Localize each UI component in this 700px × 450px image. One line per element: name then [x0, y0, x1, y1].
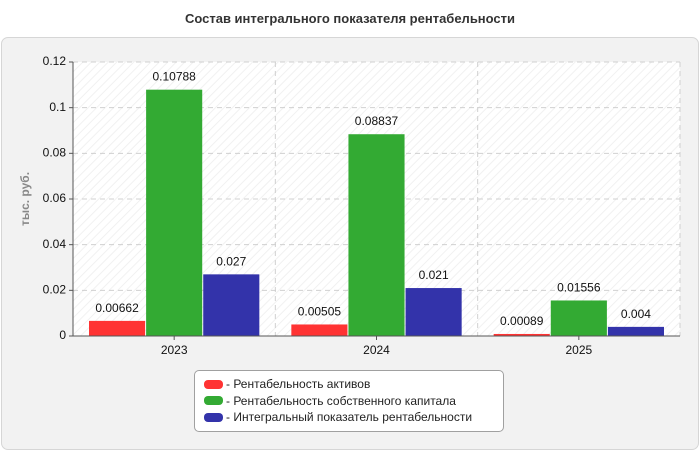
bar — [89, 320, 146, 336]
chart-title: Состав интегрального показателя рентабел… — [184, 11, 516, 26]
y-tick-label: 0.08 — [43, 146, 67, 160]
bar — [348, 134, 405, 336]
data-label: 0.00089 — [500, 314, 544, 328]
legend-label: - Интегральный показатель рентабельности — [226, 410, 473, 425]
y-tick-label: 0 — [59, 328, 66, 342]
data-labels: 0.00662 0.10788 0.027 0.00505 0.08837 0.021 0.… — [95, 70, 651, 328]
legend-item: - Рентабельность активов — [204, 376, 503, 393]
legend-label: - Рентабельность активов — [226, 377, 371, 392]
axes: 0 0.02 0.04 0.06 0.08 0.1 0.12 2023 2024 2025 — [43, 54, 680, 357]
bar — [493, 333, 550, 336]
legend: - Рентабельность активов - Рентабельность… — [194, 370, 504, 432]
legend-swatch — [204, 379, 223, 389]
y-tick-label: 0.04 — [43, 237, 67, 251]
legend-swatch — [204, 412, 223, 422]
y-tick-label: 0.1 — [49, 100, 66, 114]
bar — [203, 274, 260, 336]
data-label: 0.08837 — [355, 114, 399, 128]
y-tick-label: 0.12 — [43, 54, 67, 68]
legend-item: - Интегральный показатель рентабельности — [204, 409, 503, 426]
legend-label: - Рентабельность собственного капитала — [226, 393, 456, 408]
data-label: 0.004 — [621, 307, 651, 321]
bar — [607, 326, 664, 336]
legend-swatch — [204, 396, 223, 406]
x-tick-label: 2023 — [161, 343, 188, 357]
data-label: 0.10788 — [152, 70, 196, 84]
x-tick-label: 2024 — [363, 343, 390, 357]
y-tick-label: 0.02 — [43, 283, 67, 297]
bars — [89, 89, 664, 336]
data-label: 0.00662 — [95, 301, 139, 315]
data-label: 0.027 — [216, 254, 246, 268]
data-label: 0.01556 — [557, 280, 601, 294]
y-tick-label: 0.06 — [43, 191, 67, 205]
bar — [291, 324, 348, 336]
bar — [146, 89, 203, 336]
data-label: 0.021 — [419, 268, 449, 282]
x-tick-label: 2025 — [565, 343, 592, 357]
bar — [405, 288, 462, 336]
bar — [550, 300, 607, 336]
data-label: 0.00505 — [298, 304, 342, 318]
y-axis-title: тыс. руб. — [18, 172, 32, 226]
legend-item: - Рентабельность собственного капитала — [204, 393, 503, 410]
